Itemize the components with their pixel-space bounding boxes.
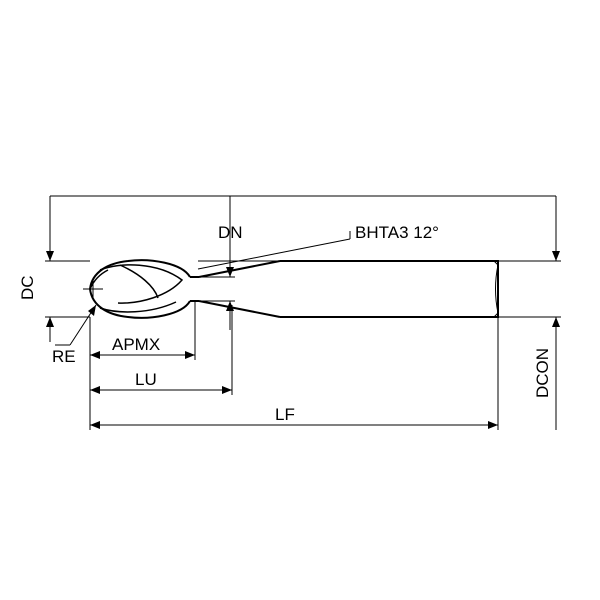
label-dc: DC [18, 275, 37, 300]
label-re: RE [52, 347, 76, 366]
label-dn: DN [218, 223, 243, 242]
label-bhta3: BHTA3 12° [355, 223, 439, 242]
label-lf: LF [275, 405, 295, 424]
label-dcon: DCON [533, 348, 552, 398]
dim-dc [45, 196, 90, 342]
tip-center-mark [83, 279, 103, 299]
label-apmx: APMX [112, 335, 160, 354]
endmill-diagram: DC DN BHTA3 12° DCON RE APMX LU LF [0, 0, 600, 600]
label-lu: LU [135, 370, 157, 389]
tool-body [90, 260, 498, 318]
